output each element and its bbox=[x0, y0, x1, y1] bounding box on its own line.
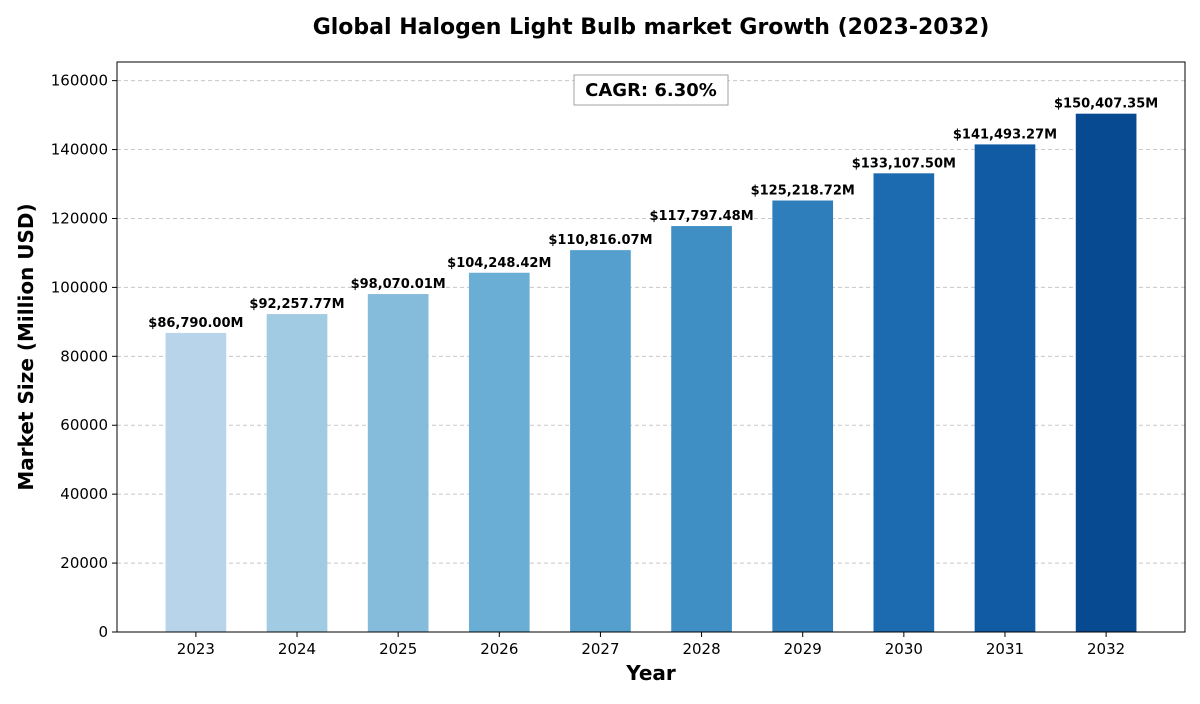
bar bbox=[570, 250, 631, 632]
bar-data-label: $104,248.42M bbox=[447, 256, 551, 271]
bar-data-label: $92,257.77M bbox=[249, 297, 344, 312]
chart-title: Global Halogen Light Bulb market Growth … bbox=[313, 15, 990, 40]
y-tick-label: 60000 bbox=[60, 416, 108, 434]
bar bbox=[974, 144, 1036, 633]
x-axis-ticks: 2023 2024 2025 2026 2027 2028 2029 2030 2031 2032 bbox=[177, 632, 1125, 658]
bar bbox=[266, 314, 328, 632]
y-tick-label: 100000 bbox=[51, 278, 108, 296]
y-axis-ticks: 0 20000 40000 60000 80000 100000 120000 140000 1… bbox=[51, 72, 117, 641]
plot-frame bbox=[116, 61, 1186, 633]
bar bbox=[772, 200, 834, 632]
bar-data-label: $117,797.48M bbox=[649, 209, 753, 224]
x-tick-label: 2031 bbox=[986, 640, 1024, 658]
x-tick-label: 2029 bbox=[784, 640, 822, 658]
x-axis-label: Year bbox=[625, 661, 676, 685]
x-tick-label: 2023 bbox=[177, 640, 215, 658]
x-tick-label: 2025 bbox=[379, 640, 417, 658]
bar-data-label: $125,218.72M bbox=[751, 183, 855, 198]
bar bbox=[671, 226, 732, 632]
x-tick-label: 2027 bbox=[581, 640, 619, 658]
bars bbox=[165, 113, 1137, 633]
bar-data-label: $98,070.01M bbox=[351, 277, 446, 292]
bar-data-label: $133,107.50M bbox=[852, 156, 956, 171]
y-tick-label: 20000 bbox=[60, 554, 108, 572]
data-labels: $86,790.00M $92,257.77M $98,070.01M$104,24… bbox=[148, 97, 1158, 331]
cagr-annotation-box bbox=[573, 74, 729, 106]
y-axis-label: Market Size (Million USD) bbox=[14, 203, 38, 490]
x-tick-label: 2028 bbox=[682, 640, 720, 658]
y-tick-label: 140000 bbox=[51, 141, 108, 159]
bar-data-label: $110,816.07M bbox=[548, 233, 652, 248]
bar bbox=[1075, 113, 1137, 633]
x-tick-label: 2026 bbox=[480, 640, 518, 658]
cagr-annotation-text: CAGR: 6.30% bbox=[585, 80, 717, 101]
cagr-annotation: CAGR: 6.30% bbox=[573, 74, 729, 106]
bar bbox=[873, 173, 935, 632]
y-tick-label: 160000 bbox=[51, 72, 108, 90]
y-tick-label: 120000 bbox=[51, 209, 108, 227]
y-tick-label: 80000 bbox=[60, 347, 108, 365]
x-tick-label: 2030 bbox=[885, 640, 923, 658]
y-tick-label: 40000 bbox=[60, 485, 108, 503]
y-tick-label: 0 bbox=[98, 623, 108, 641]
bar-data-label: $150,407.35M bbox=[1054, 97, 1158, 112]
bar bbox=[468, 272, 530, 632]
bar-data-label: $141,493.27M bbox=[953, 127, 1057, 142]
x-tick-label: 2032 bbox=[1087, 640, 1125, 658]
x-tick-label: 2024 bbox=[278, 640, 316, 658]
bar-data-label: $86,790.00M bbox=[148, 316, 243, 331]
bar bbox=[367, 294, 429, 632]
bar bbox=[165, 332, 227, 632]
